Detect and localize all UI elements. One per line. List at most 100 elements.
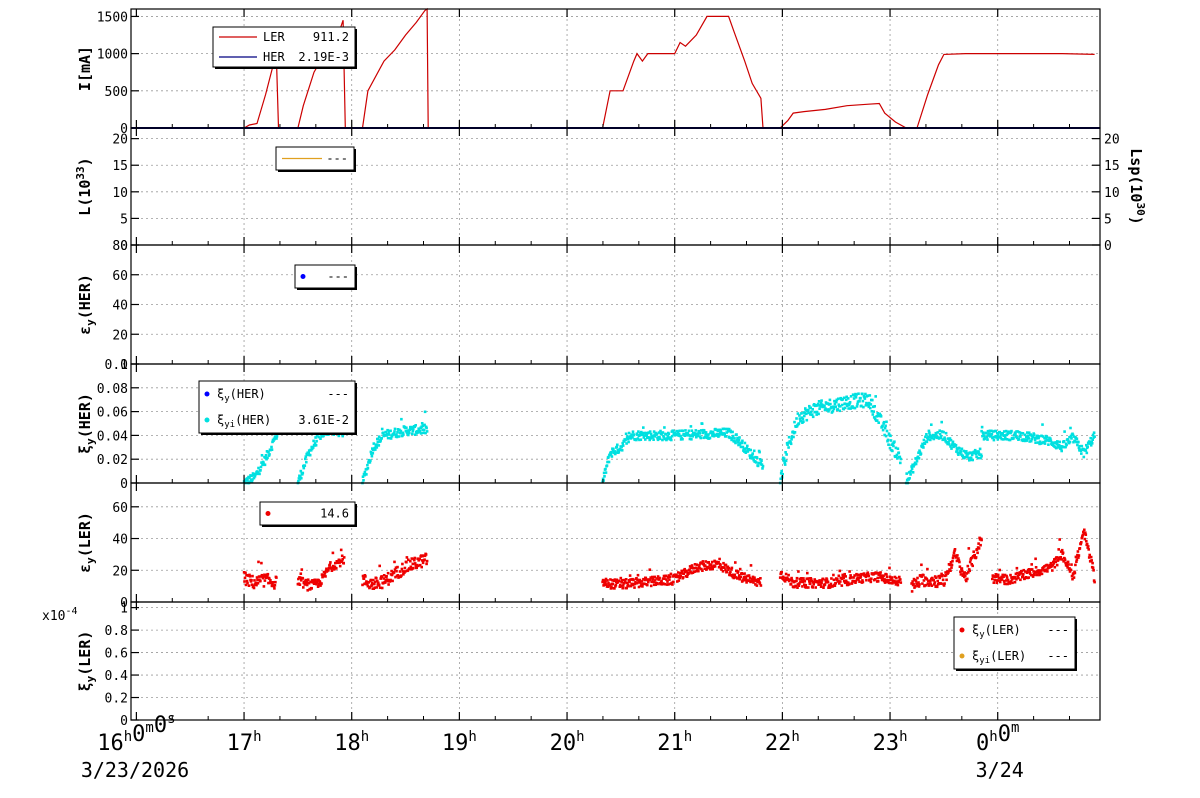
data-point (1076, 550, 1080, 553)
data-point (897, 451, 901, 454)
data-point (996, 579, 999, 582)
data-point (1029, 573, 1033, 577)
data-point (805, 418, 809, 422)
data-point (1079, 542, 1083, 546)
right-tick-label: 20 (1104, 133, 1120, 148)
data-point (861, 580, 865, 584)
y-axis-title: εy(HER) (76, 274, 97, 335)
data-point (1037, 571, 1041, 575)
data-point (725, 431, 728, 434)
data-point (799, 580, 802, 584)
data-point (259, 579, 262, 583)
data-point (733, 575, 736, 578)
data-point (1083, 528, 1086, 532)
data-point (940, 430, 944, 433)
data-point (399, 431, 402, 435)
data-point (824, 407, 827, 410)
data-point (653, 575, 656, 579)
data-point (242, 571, 246, 574)
data-point (730, 568, 733, 571)
data-point (654, 583, 657, 586)
data-point (991, 436, 995, 439)
data-point (951, 559, 954, 563)
data-point (976, 551, 979, 555)
data-point (313, 442, 317, 445)
data-point (257, 560, 260, 564)
data-point (1092, 579, 1096, 582)
data-point (801, 585, 804, 588)
data-point (694, 566, 698, 570)
data-point (390, 569, 393, 573)
data-point (608, 583, 612, 586)
data-point (704, 560, 708, 563)
data-point (750, 457, 753, 460)
data-point (948, 563, 952, 567)
data-point (788, 578, 792, 582)
data-point (1076, 443, 1079, 447)
y-tick-label: 0.2 (105, 692, 128, 707)
data-point (884, 579, 888, 582)
data-point (737, 576, 740, 579)
data-point (685, 569, 688, 573)
data-point (992, 438, 996, 442)
data-point (662, 582, 665, 585)
data-point (312, 439, 315, 443)
legend-box (198, 380, 356, 434)
data-point (369, 578, 373, 582)
data-point (250, 480, 254, 484)
data-point (891, 449, 894, 453)
data-point (304, 457, 307, 461)
data-point (790, 576, 793, 580)
data-point (872, 405, 875, 409)
data-point (860, 404, 863, 408)
data-point (618, 585, 622, 588)
data-point (642, 436, 646, 439)
data-point (602, 471, 606, 475)
data-point (407, 558, 410, 562)
data-point (792, 435, 795, 439)
data-point (339, 548, 343, 552)
data-point (987, 434, 990, 437)
data-point (262, 575, 265, 579)
data-point (1022, 568, 1026, 572)
data-point (934, 432, 938, 436)
data-point (1059, 445, 1062, 448)
data-point (245, 579, 249, 583)
data-point (625, 581, 629, 585)
data-point (699, 436, 702, 440)
data-point (1058, 538, 1061, 541)
data-point (969, 451, 972, 454)
data-point (866, 394, 870, 397)
data-point (910, 465, 913, 468)
data-point (1001, 432, 1004, 436)
data-point (936, 579, 939, 583)
data-point (760, 463, 764, 466)
data-point (1017, 437, 1021, 441)
data-point (420, 422, 424, 425)
data-point (744, 576, 748, 580)
data-point (940, 420, 943, 424)
data-point (413, 433, 417, 436)
data-point (945, 578, 948, 582)
data-point (678, 429, 681, 433)
data-point (707, 433, 710, 436)
data-point (1040, 434, 1043, 438)
data-point (656, 438, 660, 442)
data-point (259, 465, 263, 469)
data-point (975, 455, 978, 459)
data-point (908, 477, 911, 480)
data-point (256, 578, 259, 582)
data-point (802, 420, 805, 423)
legend-value: --- (326, 152, 348, 166)
data-point (737, 438, 741, 442)
data-point (724, 435, 727, 438)
series-ler-line (243, 7, 1095, 129)
data-point (380, 575, 383, 578)
data-point (791, 579, 794, 583)
data-point (732, 573, 735, 577)
data-point (644, 576, 648, 580)
data-point (705, 567, 709, 570)
data-point (806, 571, 809, 575)
data-point (652, 438, 655, 441)
